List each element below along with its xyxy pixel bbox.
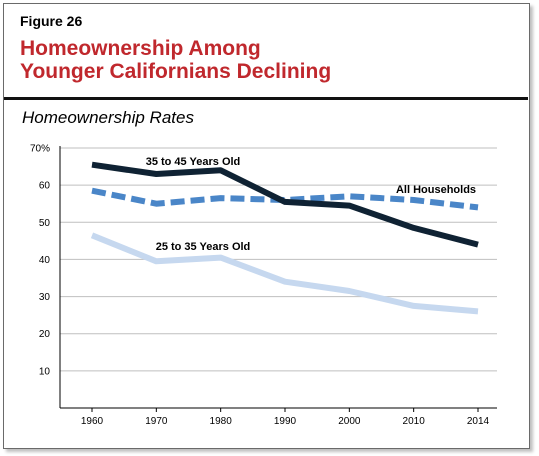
series-label-layer: 35 to 45 Years Old All Households 25 to 35… <box>146 156 476 253</box>
series-label-25-to-35: 25 to 35 Years Old <box>156 241 251 253</box>
x-tick-label: 2014 <box>467 416 490 427</box>
figure-title-line-1: Homeownership Among <box>20 37 261 60</box>
y-tick-label: 60 <box>39 181 51 192</box>
x-tick-label: 2010 <box>403 416 426 427</box>
y-tick-label: 10 <box>39 366 51 377</box>
y-tick-label: 20 <box>39 329 51 340</box>
chart-subtitle: Homeownership Rates <box>22 108 194 127</box>
series-label-all-households: All Households <box>396 184 476 196</box>
y-tick-label: 50 <box>39 218 51 229</box>
series-35-to-45-line <box>91 161 479 248</box>
x-tick-label: 1990 <box>274 416 297 427</box>
x-tick-label: 2000 <box>338 416 361 427</box>
y-tick-label: 70% <box>30 144 50 155</box>
series-all-households-line <box>91 187 479 211</box>
x-tick-label: 1980 <box>210 416 233 427</box>
figure-title: Homeownership Among Younger Californians… <box>20 37 520 83</box>
title-divider <box>4 97 528 100</box>
grid-layer <box>60 147 497 372</box>
figure-label: Figure 26 <box>20 13 83 29</box>
figure-frame <box>3 3 530 449</box>
series-25-to-35-line <box>90 232 479 315</box>
series-layer <box>90 161 479 315</box>
x-tick-label: 1960 <box>81 416 104 427</box>
x-tick-label: 1970 <box>145 416 168 427</box>
figure-title-line-2: Younger Californians Declining <box>20 60 332 83</box>
y-tick-label: 40 <box>39 255 51 266</box>
y-tick-label: 30 <box>39 292 51 303</box>
series-label-35-to-45: 35 to 45 Years Old <box>146 156 241 168</box>
